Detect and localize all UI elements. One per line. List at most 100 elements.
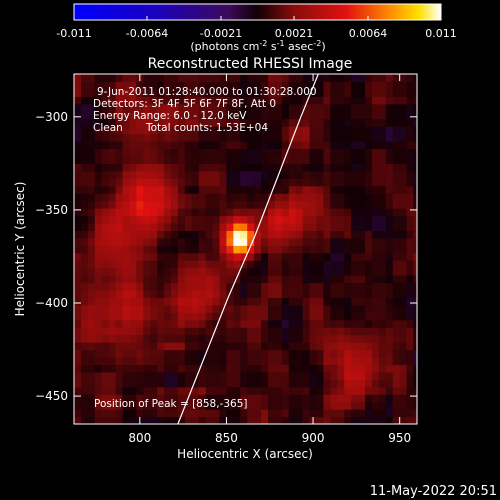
heatmap-cell — [351, 379, 359, 388]
heatmap-cell — [184, 155, 193, 164]
heatmap-cell — [281, 215, 290, 224]
heatmap-cell — [191, 170, 200, 179]
heatmap-cell — [219, 74, 228, 83]
heatmap-cell — [371, 327, 380, 336]
heatmap-cell — [330, 245, 338, 254]
heatmap-cell — [108, 133, 117, 142]
heatmap-cell — [371, 141, 380, 150]
heatmap-cell — [268, 289, 276, 299]
heatmap-cell — [122, 312, 131, 321]
heatmap-cell — [268, 230, 276, 239]
heatmap-cell — [406, 111, 415, 120]
heatmap-cell — [413, 416, 417, 424]
heatmap-cell — [358, 222, 366, 231]
heatmap-cell — [101, 200, 110, 209]
heatmap-cell — [74, 126, 82, 135]
heatmap-cell — [365, 416, 373, 424]
heatmap-cell — [198, 334, 207, 343]
heatmap-cell — [392, 74, 401, 83]
heatmap-cell — [129, 103, 137, 112]
heatmap-cell — [191, 81, 200, 90]
heatmap-cell — [129, 260, 137, 269]
heatmap-cell — [150, 185, 158, 194]
heatmap-cell — [177, 222, 186, 231]
heatmap-cell — [399, 275, 408, 284]
heatmap-cell — [122, 222, 131, 231]
heatmap-cell — [94, 74, 103, 83]
heatmap-cell — [108, 230, 117, 239]
heatmap-cell — [385, 245, 394, 254]
heatmap-cell — [115, 394, 124, 403]
heatmap-cell — [198, 155, 207, 164]
heatmap-cell — [94, 96, 103, 105]
heatmap-cell — [274, 133, 283, 142]
footer-timestamp: 11-May-2022 20:51 — [370, 484, 497, 499]
heatmap-cell — [309, 394, 318, 403]
heatmap-cell — [164, 386, 172, 395]
heatmap-cell — [150, 88, 158, 97]
heatmap-cell — [261, 155, 269, 164]
heatmap-cell — [268, 237, 276, 246]
heatmap-cell — [171, 379, 179, 388]
heatmap-cell — [233, 141, 241, 150]
heatmap-cell — [219, 386, 228, 395]
heatmap-cell — [406, 409, 415, 418]
heatmap-cell — [80, 260, 89, 269]
heatmap-cell — [247, 327, 255, 336]
heatmap-cell — [323, 148, 331, 157]
heatmap-cell — [261, 185, 269, 194]
heatmap-cell — [337, 88, 345, 97]
heatmap-cell — [191, 371, 200, 380]
heatmap-cell — [274, 386, 283, 395]
heatmap-cell — [295, 200, 304, 209]
heatmap-cell — [164, 349, 172, 358]
heatmap-cell — [80, 133, 89, 142]
heatmap-cell — [371, 267, 380, 276]
heatmap-cell — [164, 312, 172, 321]
heatmap-cell — [212, 215, 221, 224]
heatmap-cell — [108, 126, 117, 135]
heatmap-cell — [240, 81, 248, 90]
heatmap-cell — [344, 409, 352, 418]
heatmap-cell — [164, 267, 172, 276]
heatmap-cell — [240, 304, 248, 313]
heatmap-cell — [136, 401, 144, 410]
heatmap-cell — [254, 185, 262, 194]
heatmap-cell — [358, 334, 366, 343]
heatmap-cell — [295, 178, 304, 187]
heatmap-cell — [351, 312, 359, 321]
heatmap-cell — [337, 74, 345, 83]
heatmap-cell — [233, 304, 241, 313]
heatmap-cell — [399, 208, 408, 217]
heatmap-cell — [87, 342, 96, 351]
heatmap-cell — [177, 141, 186, 150]
heatmap-cell — [385, 193, 394, 202]
heatmap-cell — [268, 170, 276, 179]
heatmap-cell — [74, 416, 82, 424]
heatmap-cell — [358, 394, 366, 403]
heatmap-cell — [337, 267, 345, 276]
heatmap-cell — [323, 193, 331, 202]
heatmap-cell — [143, 304, 151, 313]
heatmap-cell — [157, 364, 165, 373]
heatmap-cell — [399, 297, 408, 306]
heatmap-cell — [143, 96, 151, 105]
heatmap-cell — [164, 401, 172, 410]
heatmap-cell — [268, 185, 276, 194]
heatmap-cell — [337, 416, 345, 424]
heatmap-cell — [136, 111, 144, 120]
heatmap-cell — [191, 409, 200, 418]
heatmap-cell — [316, 349, 325, 358]
heatmap-cell — [226, 267, 234, 276]
heatmap-cell — [233, 170, 241, 179]
heatmap-cell — [171, 364, 179, 373]
heatmap-cell — [136, 364, 144, 373]
heatmap-cell — [171, 327, 179, 336]
heatmap-cell — [385, 148, 394, 157]
heatmap-cell — [274, 111, 283, 120]
heatmap-cell — [233, 319, 241, 328]
heatmap-cell — [385, 118, 394, 127]
heatmap-cell — [171, 185, 179, 194]
heatmap-cell — [337, 334, 345, 343]
heatmap-cell — [344, 245, 352, 254]
